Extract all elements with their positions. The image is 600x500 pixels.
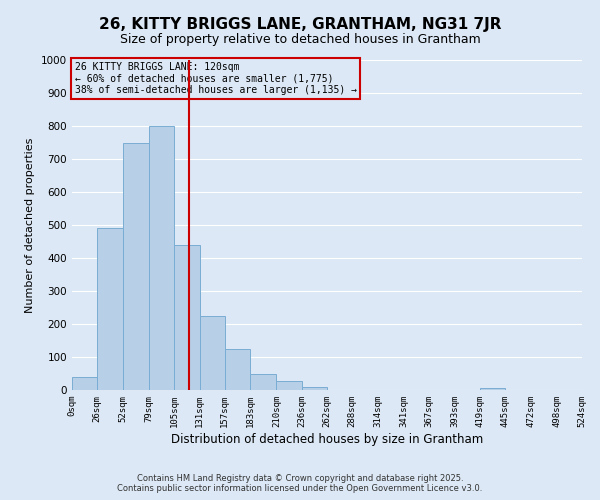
Bar	[225, 349, 250, 390]
Y-axis label: Number of detached properties: Number of detached properties	[25, 138, 35, 312]
Bar	[250, 374, 277, 390]
Bar	[277, 381, 302, 390]
Bar	[480, 388, 505, 390]
Text: Size of property relative to detached houses in Grantham: Size of property relative to detached ho…	[119, 32, 481, 46]
X-axis label: Distribution of detached houses by size in Grantham: Distribution of detached houses by size …	[171, 432, 483, 446]
Text: Contains public sector information licensed under the Open Government Licence v3: Contains public sector information licen…	[118, 484, 482, 493]
Bar	[149, 126, 174, 390]
Text: 26, KITTY BRIGGS LANE, GRANTHAM, NG31 7JR: 26, KITTY BRIGGS LANE, GRANTHAM, NG31 7J…	[99, 18, 501, 32]
Bar	[72, 377, 97, 390]
Bar	[302, 386, 327, 390]
Bar	[122, 142, 149, 390]
Bar	[97, 228, 122, 390]
Bar	[199, 316, 225, 390]
Bar	[174, 245, 200, 390]
Text: Contains HM Land Registry data © Crown copyright and database right 2025.: Contains HM Land Registry data © Crown c…	[137, 474, 463, 483]
Text: 26 KITTY BRIGGS LANE: 120sqm
← 60% of detached houses are smaller (1,775)
38% of: 26 KITTY BRIGGS LANE: 120sqm ← 60% of de…	[74, 62, 356, 95]
